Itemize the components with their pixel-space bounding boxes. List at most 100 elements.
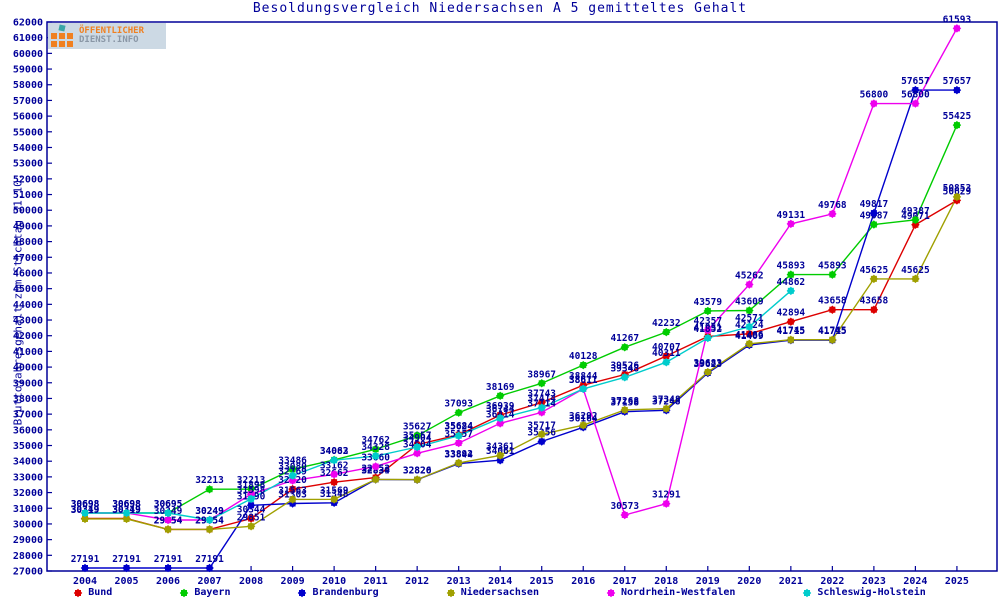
y-tick-label: 28000 [13, 551, 43, 562]
value-label: 34762 [361, 435, 390, 446]
data-point-marker [911, 274, 920, 284]
value-label: 39526 [610, 361, 639, 372]
y-tick-label: 43000 [13, 316, 43, 327]
data-point-marker [869, 274, 879, 284]
data-point-marker [412, 475, 422, 484]
value-label: 36744 [486, 404, 515, 415]
value-label: 30249 [195, 506, 224, 517]
value-label: 31563 [278, 485, 307, 496]
value-label: 43609 [735, 296, 764, 307]
value-label: 34904 [403, 433, 432, 444]
y-tick-label: 36000 [13, 425, 43, 436]
value-label: 37093 [444, 399, 473, 410]
data-point-marker [288, 465, 297, 474]
value-label: 38967 [527, 369, 556, 380]
data-point-marker [745, 339, 754, 349]
series-line-bayern [85, 124, 958, 514]
y-tick-label: 50000 [13, 206, 43, 217]
data-point-marker [786, 317, 796, 326]
data-point-marker [620, 342, 630, 352]
series-line-niedersachsen [85, 196, 958, 531]
data-point-marker [412, 431, 422, 440]
x-tick-label: 2013 [447, 576, 471, 587]
data-point-marker [205, 484, 214, 494]
x-tick-label: 2010 [322, 576, 346, 587]
y-tick-label: 27000 [13, 567, 43, 578]
y-tick-label: 34000 [13, 457, 43, 468]
y-tick-label: 51000 [13, 190, 43, 201]
data-point-marker [662, 357, 671, 367]
value-label: 38844 [569, 371, 598, 382]
value-label: 33486 [278, 455, 307, 466]
data-point-marker [745, 306, 754, 315]
value-label: 49387 [901, 206, 930, 217]
value-label: 45262 [735, 271, 764, 282]
x-tick-label: 2025 [945, 576, 969, 587]
x-tick-label: 2017 [613, 576, 637, 587]
logo-text-line2: DIENST.INFO [79, 35, 139, 45]
y-tick-label: 56000 [13, 112, 43, 123]
y-tick-label: 59000 [13, 65, 43, 76]
value-label: 30698 [71, 499, 100, 510]
value-label: 34062 [320, 446, 349, 457]
x-tick-label: 2011 [364, 576, 388, 587]
data-point-marker [537, 379, 546, 388]
data-point-marker [371, 462, 380, 471]
value-label: 30695 [154, 499, 183, 510]
value-label: 39623 [693, 359, 722, 370]
value-label: 42894 [777, 308, 806, 319]
data-point-marker [703, 306, 713, 316]
value-label: 56800 [860, 90, 889, 101]
value-label: 30573 [610, 501, 639, 512]
value-label: 32826 [403, 466, 432, 477]
value-label: 55425 [943, 111, 972, 122]
data-point-marker [578, 384, 588, 394]
x-tick-label: 2006 [156, 576, 180, 587]
legend-label: Nordrhein-Westfalen [620, 587, 736, 598]
data-point-marker [703, 367, 713, 377]
y-tick-label: 58000 [13, 80, 43, 91]
value-label: 30698 [112, 499, 141, 510]
data-point-marker [578, 421, 588, 430]
legend-item-nordrhein-westfalen: Nordrhein-Westfalen [607, 587, 735, 598]
data-point-marker [454, 458, 463, 468]
legend-label: Niedersachsen [460, 587, 539, 598]
legend-label: Bund [88, 587, 113, 598]
logo-orange-square-icon [59, 33, 65, 39]
value-label: 31598 [237, 485, 266, 496]
y-tick-label: 62000 [13, 18, 43, 29]
value-label: 45625 [901, 265, 930, 276]
value-label: 42232 [652, 318, 681, 329]
legend-marker-icon [298, 589, 306, 597]
value-label: 29851 [237, 512, 266, 523]
x-tick-label: 2022 [820, 576, 844, 587]
y-tick-label: 40000 [13, 363, 43, 374]
y-tick-label: 55000 [13, 127, 43, 138]
data-point-marker [745, 329, 754, 339]
value-label: 45893 [777, 261, 806, 272]
y-tick-label: 41000 [13, 347, 43, 358]
value-label: 39683 [693, 358, 722, 369]
y-tick-label: 52000 [13, 174, 43, 185]
data-point-marker [288, 495, 297, 504]
value-label: 50629 [943, 186, 972, 197]
y-tick-label: 60000 [13, 49, 43, 60]
x-tick-label: 2008 [239, 576, 263, 587]
value-label: 49817 [860, 199, 889, 210]
y-tick-label: 57000 [13, 96, 43, 107]
value-label: 30698 [112, 499, 141, 510]
data-point-marker [246, 501, 256, 510]
data-point-marker [329, 470, 339, 479]
value-label: 41267 [610, 333, 639, 344]
value-label: 41852 [693, 324, 722, 335]
data-point-marker [163, 508, 173, 518]
legend-marker-icon [180, 589, 188, 597]
value-label: 45625 [860, 265, 889, 276]
data-point-marker [786, 286, 796, 296]
data-point-marker [537, 403, 546, 412]
value-label: 44862 [777, 277, 806, 288]
x-tick-label: 2018 [654, 576, 678, 587]
value-label: 50853 [943, 183, 972, 194]
data-point-marker [371, 451, 380, 461]
value-label: 32834 [361, 465, 390, 476]
